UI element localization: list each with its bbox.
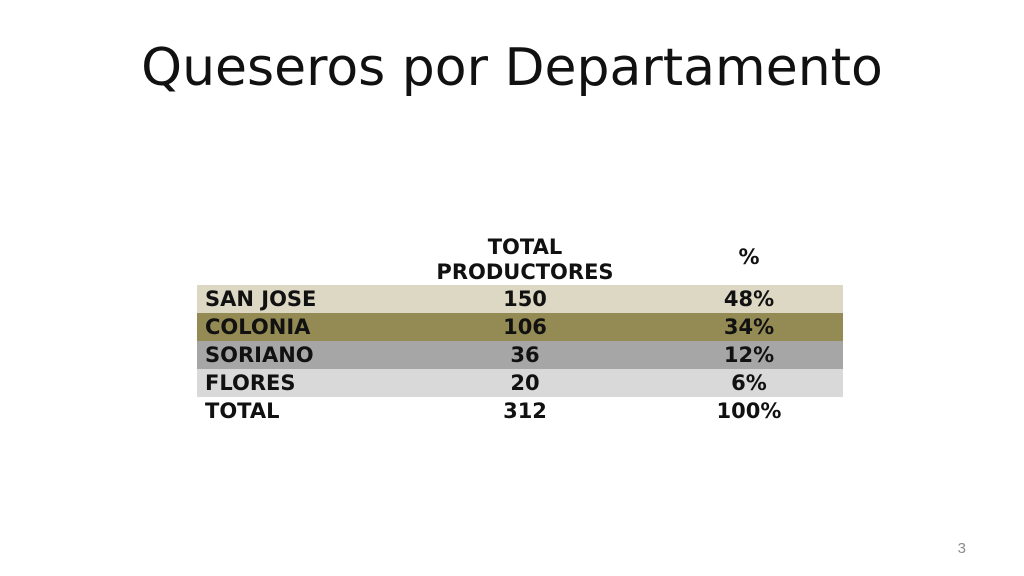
table-row: COLONIA 106 34% — [197, 313, 843, 341]
producers-table-container: TOTAL PRODUCTORES % SAN JOSE 150 48% COL… — [197, 229, 843, 425]
row-percent: 100% — [655, 397, 843, 425]
table-row: FLORES 20 6% — [197, 369, 843, 397]
row-percent: 34% — [655, 313, 843, 341]
row-total-productores: 36 — [395, 341, 655, 369]
table-row: SORIANO 36 12% — [197, 341, 843, 369]
row-department-name: FLORES — [197, 369, 395, 397]
row-total-productores: 106 — [395, 313, 655, 341]
header-total-line2: PRODUCTORES — [436, 260, 614, 284]
row-total-productores: 20 — [395, 369, 655, 397]
producers-table: TOTAL PRODUCTORES % SAN JOSE 150 48% COL… — [197, 229, 843, 425]
header-percent: % — [738, 244, 760, 269]
header-total-productores: TOTAL PRODUCTORES — [395, 229, 655, 285]
table-header-row: TOTAL PRODUCTORES % — [197, 229, 843, 285]
page-number: 3 — [957, 540, 966, 557]
header-total-line1: TOTAL — [487, 235, 563, 259]
table-row: SAN JOSE 150 48% — [197, 285, 843, 313]
row-percent: 6% — [655, 369, 843, 397]
table-total-row: TOTAL 312 100% — [197, 397, 843, 425]
row-percent: 48% — [655, 285, 843, 313]
slide-title: Queseros por Departamento — [141, 38, 883, 98]
row-department-name: TOTAL — [197, 397, 395, 425]
header-department — [197, 229, 395, 285]
row-total-productores: 150 — [395, 285, 655, 313]
row-department-name: COLONIA — [197, 313, 395, 341]
row-percent: 12% — [655, 341, 843, 369]
row-department-name: SAN JOSE — [197, 285, 395, 313]
row-department-name: SORIANO — [197, 341, 395, 369]
row-total-productores: 312 — [395, 397, 655, 425]
